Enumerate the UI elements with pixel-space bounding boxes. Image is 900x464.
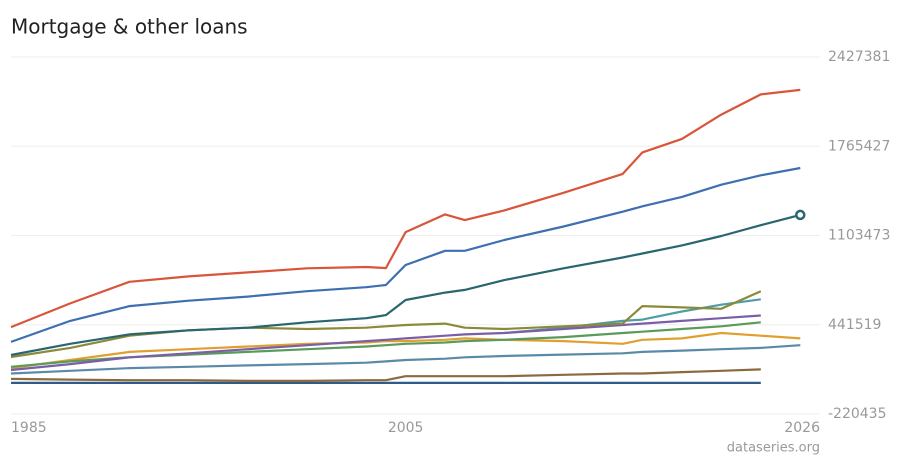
series-line [10,331,801,370]
series-line [10,88,801,329]
series-line [10,368,761,382]
series-line [10,321,761,368]
series-line [10,344,801,375]
y-tick-label: 441519 [828,317,881,333]
series-line [10,314,761,372]
source: dataseries.org [727,441,820,456]
end-marker [795,209,806,221]
x-tick-label: 2005 [388,420,424,436]
y-tick-label: -220435 [828,406,887,422]
series-line [10,166,801,343]
series-line [504,298,761,335]
x-tick-label: 1985 [11,420,47,436]
y-tick-label: 1765427 [828,138,890,154]
y-tick-label: 2427381 [828,49,890,65]
y-tick-label: 1103473 [828,228,890,244]
series-line [10,213,801,357]
chart-title: Mortgage & other loans [11,15,248,39]
x-tick-label: 2026 [784,420,820,436]
